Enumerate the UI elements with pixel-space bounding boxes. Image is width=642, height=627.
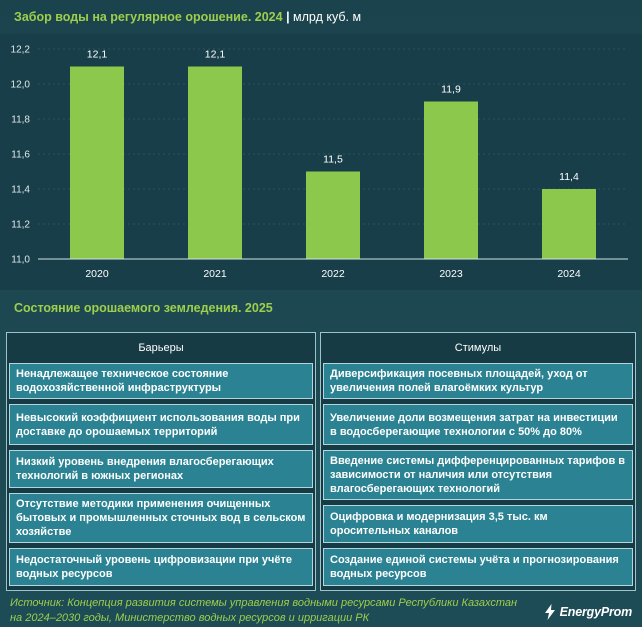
source-note: Источник: Концепция развития системы упр… xyxy=(10,597,518,624)
chart-unit: млрд куб. м xyxy=(293,10,362,24)
stimuli-list: Диверсификация посевных площадей, уход о… xyxy=(321,363,635,586)
section-title: Состояние орошаемого земледения. 2025 xyxy=(14,301,273,315)
y-tick-label: 11,2 xyxy=(11,220,30,231)
value-label-2020: 12,1 xyxy=(87,49,108,61)
barriers-header: Барьеры xyxy=(138,342,184,354)
y-tick-label: 11,8 xyxy=(11,115,30,126)
y-tick-label: 11,4 xyxy=(11,185,30,196)
stimulus-item: Введение системы дифференцированных тари… xyxy=(323,450,633,500)
x-tick-label-2023: 2023 xyxy=(439,268,463,280)
energyprom-logo: EnergyProm xyxy=(543,604,632,620)
value-label-2023: 11,9 xyxy=(441,84,461,96)
y-tick-label: 11,0 xyxy=(11,255,30,266)
stimuli-column: Стимулы Диверсификация посевных площадей… xyxy=(320,332,636,591)
chart-title-row: Забор воды на регулярное орошение. 2024 … xyxy=(14,9,361,25)
barrier-item: Невысокий коэффициент использования воды… xyxy=(9,404,313,445)
barrier-item: Ненадлежащее техническое состояние водох… xyxy=(9,363,313,399)
value-label-2021: 12,1 xyxy=(205,49,226,61)
x-tick-label-2020: 2020 xyxy=(85,268,109,280)
stimulus-item: Создание единой системы учёта и прогнози… xyxy=(323,548,633,586)
barriers-list: Ненадлежащее техническое состояние водох… xyxy=(7,363,315,586)
stimuli-header: Стимулы xyxy=(454,342,502,354)
y-tick-label: 11,6 xyxy=(11,150,30,161)
bar-chart: 11,0 11,2 11,4 11,6 11,8 12,0 12,2 12,1 2020 12,1… xyxy=(11,45,628,280)
barrier-item: Низкий уровень внедрения влагосберегающи… xyxy=(9,450,313,488)
value-label-2024: 11,4 xyxy=(559,171,579,183)
stimulus-item: Оцифровка и модернизация 3,5 тыс. км оро… xyxy=(323,505,633,543)
barriers-column: Барьеры Ненадлежащее техническое состоян… xyxy=(6,332,316,591)
x-tick-label-2022: 2022 xyxy=(321,268,345,280)
bar-2024 xyxy=(542,189,596,259)
y-tick-label: 12,0 xyxy=(11,80,31,91)
chart-panel: 11,0 11,2 11,4 11,6 11,8 12,0 12,2 12,1 2020 12,1… xyxy=(0,34,642,290)
chart-title: Забор воды на регулярное орошение. 2024 xyxy=(14,10,283,24)
value-label-2022: 11,5 xyxy=(323,154,343,166)
bar-2021 xyxy=(188,66,242,259)
y-tick-label: 12,2 xyxy=(11,45,31,56)
lightning-bolt-icon xyxy=(544,604,555,620)
bar-2023 xyxy=(424,101,478,259)
barrier-item: Недостаточный уровень цифровизации при у… xyxy=(9,548,313,586)
x-tick-label-2024: 2024 xyxy=(557,268,581,280)
stimulus-item: Увеличение доли возмещения затрат на инв… xyxy=(323,404,633,445)
bar-2020 xyxy=(70,66,124,259)
x-tick-label-2021: 2021 xyxy=(203,268,227,280)
logo-text: EnergyProm xyxy=(559,605,633,619)
bar-2022 xyxy=(306,171,360,259)
title-separator: | xyxy=(286,10,290,24)
stimulus-item: Диверсификация посевных площадей, уход о… xyxy=(323,363,633,399)
barrier-item: Отсутствие методики применения очищенных… xyxy=(9,493,313,543)
